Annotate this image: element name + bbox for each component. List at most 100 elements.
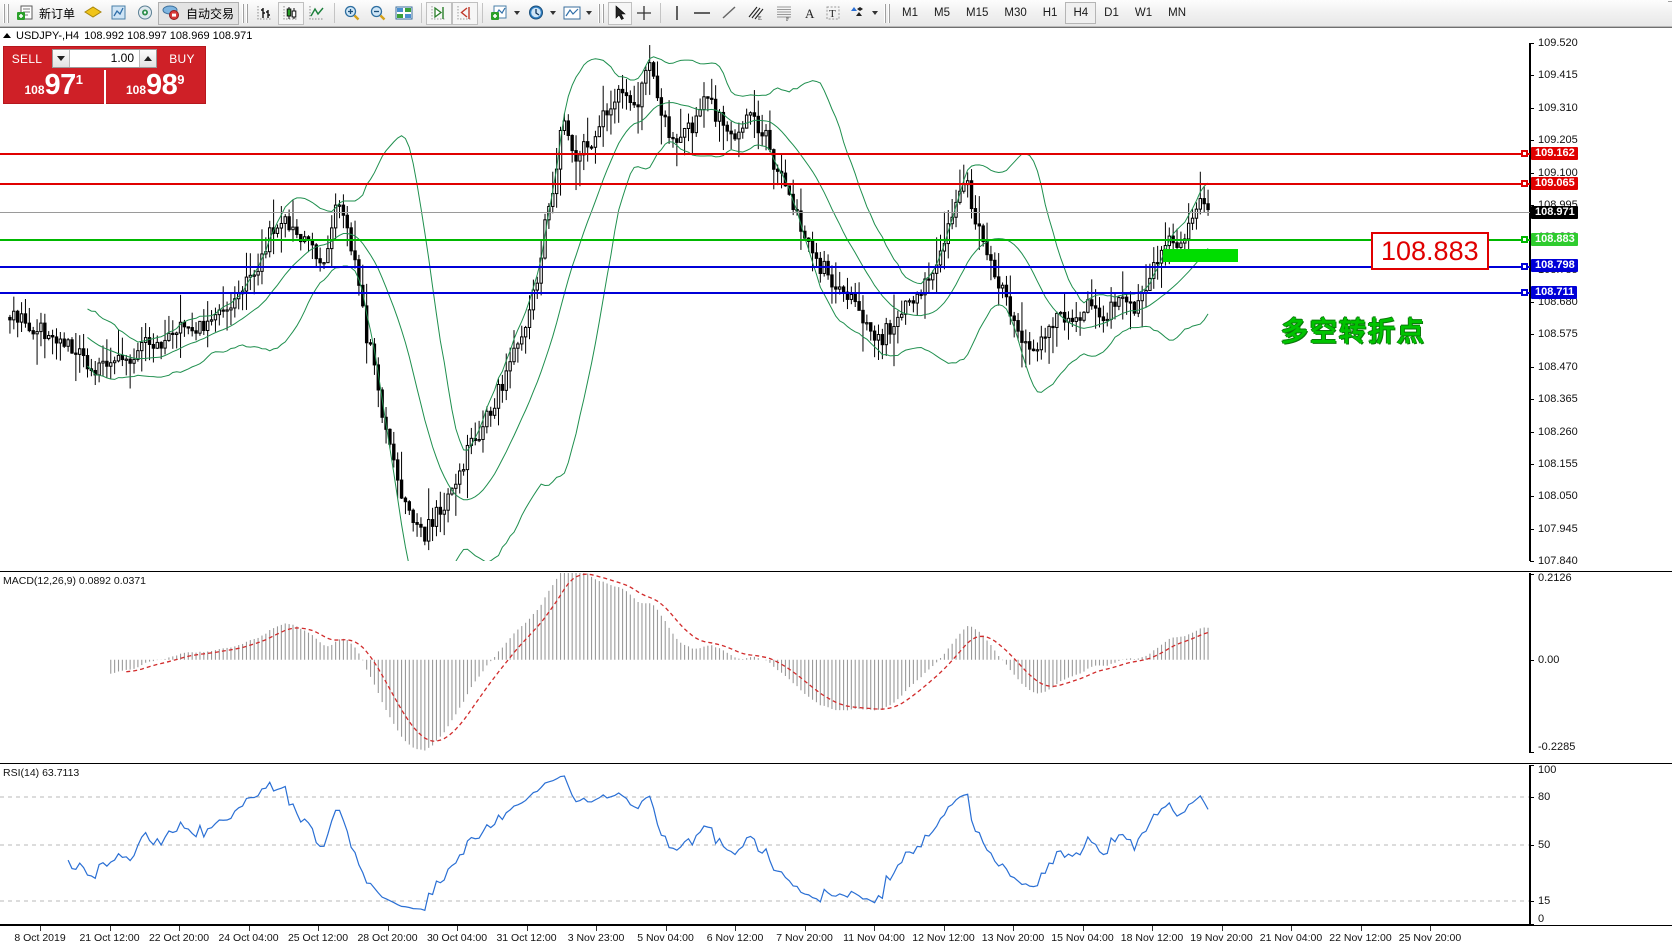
- time-tick-mark: [1291, 926, 1292, 931]
- volume-increase-button[interactable]: [139, 50, 156, 67]
- text-button[interactable]: A: [798, 2, 821, 25]
- line-chart-button[interactable]: [304, 2, 330, 25]
- symbol-ohlc: 108.992 108.997 108.969 108.971: [84, 29, 253, 42]
- highlight-zone-rectangle[interactable]: [1163, 249, 1238, 262]
- templates-dropdown-caret[interactable]: [586, 11, 593, 15]
- auto-scroll-button[interactable]: [452, 1, 479, 25]
- buy-label[interactable]: BUY: [169, 51, 195, 66]
- level-handle-108.798[interactable]: [1521, 262, 1528, 270]
- level-line-108.971[interactable]: [0, 212, 1530, 214]
- time-axis[interactable]: 8 Oct 2019 21 Oct 12:00 22 Oct 20:00 24 Oct…: [0, 925, 1672, 950]
- level-line-109.065[interactable]: [0, 183, 1530, 186]
- zoom-in-button[interactable]: [339, 2, 365, 25]
- text-label-button[interactable]: T: [821, 2, 845, 25]
- tile-windows-button[interactable]: [391, 2, 417, 25]
- drawing-tools-grip[interactable]: [598, 3, 606, 23]
- symbol-info-bar: USDJPY-,H4 108.992 108.997 108.969 108.9…: [0, 28, 1530, 43]
- period-button[interactable]: [523, 2, 559, 25]
- timeframe-m1[interactable]: M1: [902, 7, 919, 19]
- chinese-annotation[interactable]: 多空转折点: [1281, 310, 1426, 349]
- level-line-108.798[interactable]: [0, 265, 1530, 268]
- zoom-out-button[interactable]: [365, 2, 391, 25]
- volume-decrease-button[interactable]: [53, 50, 70, 67]
- templates-button[interactable]: [559, 2, 595, 25]
- level-line-109.162[interactable]: [0, 153, 1530, 156]
- price-plot-area[interactable]: [0, 43, 1530, 561]
- period-dropdown-caret[interactable]: [550, 11, 557, 15]
- price-tag-109.065[interactable]: 109.065: [1531, 176, 1578, 190]
- time-tick-mark: [665, 926, 667, 931]
- timeframe-m30[interactable]: M30: [1004, 7, 1027, 19]
- timeframe-m15[interactable]: M15: [966, 7, 989, 19]
- price-tick-mark: [1530, 302, 1534, 303]
- toolbar-grip[interactable]: [3, 3, 10, 23]
- equidistant-channel-button[interactable]: E: [742, 2, 770, 25]
- buy-button[interactable]: 108 98 9: [106, 70, 206, 104]
- toolbar-overflow-grip[interactable]: [1668, 0, 1672, 27]
- timeframe-h1[interactable]: H1: [1042, 7, 1058, 19]
- price-tick-label: 109.310: [1538, 101, 1578, 114]
- price-tag-108.798[interactable]: 108.798: [1531, 259, 1578, 273]
- timeframe-h4[interactable]: H4: [1065, 2, 1097, 24]
- price-tag-108.711[interactable]: 108.711: [1531, 285, 1578, 299]
- svg-text:T: T: [829, 8, 836, 20]
- timeframe-d1[interactable]: D1: [1104, 7, 1119, 19]
- crosshair-button[interactable]: [632, 2, 656, 25]
- bar-chart-button[interactable]: [252, 2, 278, 25]
- toolbar-separator-4: [660, 3, 662, 23]
- new-order-icon: [17, 5, 33, 20]
- level-handle-109.162[interactable]: [1521, 150, 1528, 158]
- timeframe-m5[interactable]: M5: [934, 7, 950, 19]
- trendline-button[interactable]: [716, 2, 742, 25]
- level-line-108.711[interactable]: [0, 292, 1530, 295]
- macd-plot-area[interactable]: [0, 573, 1530, 753]
- time-tick-label: 11 Nov 04:00: [843, 932, 905, 944]
- shapes-button[interactable]: [845, 2, 881, 25]
- chart-tools-grip[interactable]: [242, 3, 250, 23]
- market-watch-button[interactable]: [106, 2, 132, 25]
- time-tick-label: 6 Nov 12:00: [706, 932, 764, 944]
- level-handle-108.883[interactable]: [1521, 236, 1528, 244]
- price-tag-108.971[interactable]: 108.971: [1531, 205, 1578, 219]
- price-tick-label: 109.415: [1538, 69, 1578, 82]
- time-tick-label: 24 Oct 04:00: [218, 932, 279, 944]
- sell-button[interactable]: 108 97 1: [4, 70, 106, 104]
- time-tick-mark: [1152, 926, 1153, 931]
- fibonacci-button[interactable]: F: [770, 2, 798, 25]
- one-click-trading-panel[interactable]: SELL 1.00 BUY 108 97 1 108 98 9: [3, 46, 206, 104]
- shapes-dropdown-caret[interactable]: [872, 11, 879, 15]
- shift-end-button[interactable]: [426, 1, 453, 25]
- time-tick-label: 12 Nov 12:00: [912, 932, 975, 944]
- time-tick-label: 28 Oct 20:00: [357, 932, 418, 944]
- level-handle-109.065[interactable]: [1521, 180, 1528, 188]
- timeframe-w1[interactable]: W1: [1134, 7, 1153, 19]
- vertical-line-button[interactable]: [665, 2, 688, 25]
- level-handle-108.711[interactable]: [1521, 289, 1528, 297]
- oct-price-row: 108 97 1 108 98 9: [4, 70, 205, 104]
- autotrading-button[interactable]: 自动交易: [158, 1, 240, 25]
- new-order-button[interactable]: 新订单: [13, 2, 80, 25]
- time-tick-label: 31 Oct 12:00: [496, 932, 557, 944]
- toolbar-separator-3: [482, 3, 484, 23]
- candlestick-chart-button[interactable]: [278, 1, 305, 25]
- volume-value[interactable]: 1.00: [110, 51, 134, 65]
- macd-pane: MACD(12,26,9) 0.0892 0.0371 0.2126 0.00 -0…: [0, 573, 1672, 753]
- indicators-dropdown-caret[interactable]: [514, 11, 521, 15]
- navigator-button[interactable]: [132, 2, 158, 25]
- timeframe-mn[interactable]: MN: [1168, 7, 1186, 19]
- price-tag-109.162[interactable]: 109.162: [1531, 146, 1578, 160]
- cursor-button[interactable]: [608, 1, 633, 25]
- timeframe-grip[interactable]: [884, 3, 892, 23]
- price-callout-box[interactable]: 108.883: [1371, 232, 1489, 270]
- price-axis[interactable]: 109.520 109.415 109.310 109.205 109.100 108.9…: [1530, 38, 1672, 567]
- sell-label[interactable]: SELL: [11, 51, 43, 66]
- price-tag-108.883[interactable]: 108.883: [1531, 232, 1578, 246]
- price-tick-mark: [1530, 43, 1534, 44]
- level-line-108.883[interactable]: [0, 239, 1530, 242]
- indicators-button[interactable]: [487, 2, 523, 25]
- horizontal-line-button[interactable]: [688, 2, 716, 25]
- volume-stepper[interactable]: 1.00: [52, 49, 157, 68]
- terminal-button[interactable]: [80, 2, 106, 25]
- chart-collapse-icon[interactable]: [3, 33, 11, 38]
- rsi-plot-area[interactable]: [0, 765, 1530, 925]
